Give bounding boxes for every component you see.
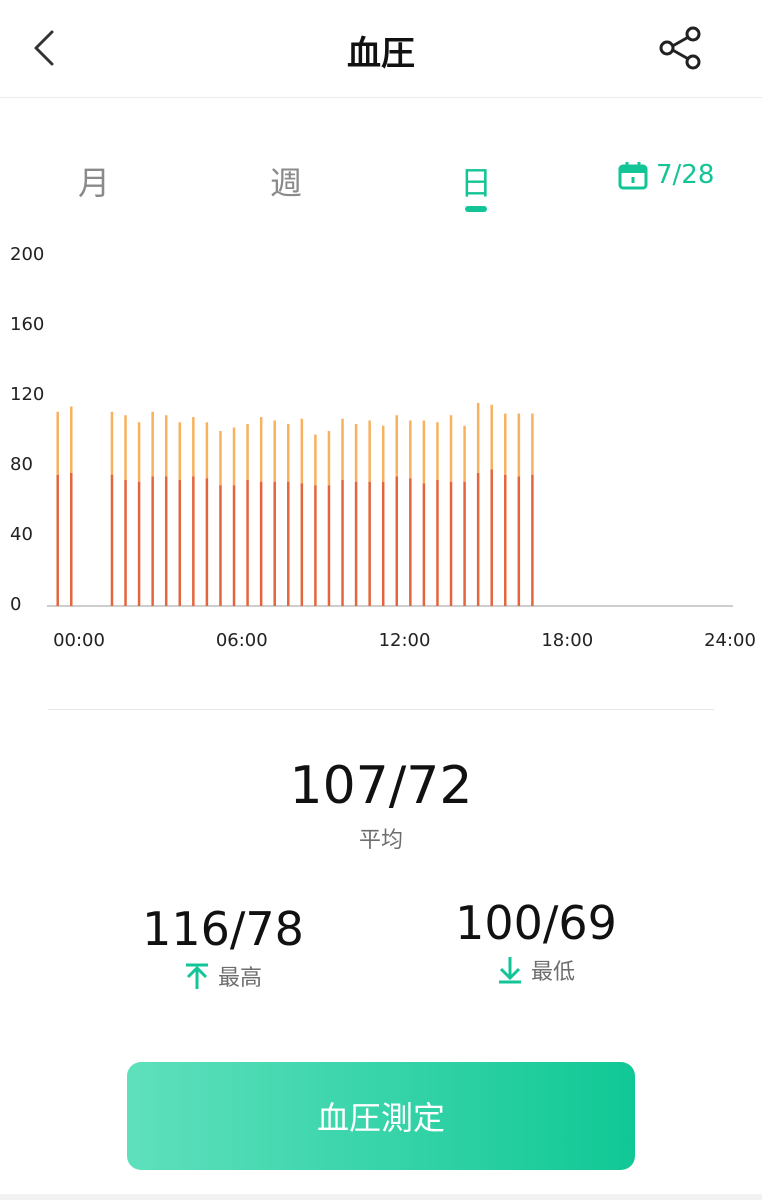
back-button[interactable] <box>22 24 66 72</box>
share-button[interactable] <box>652 22 708 74</box>
page-title: 血圧 <box>347 34 415 74</box>
max-label: 最高 <box>217 966 262 991</box>
calendar-icon <box>618 162 648 190</box>
y-tick-label: 160 <box>10 314 45 335</box>
max-stat: 116/78 最高 <box>73 902 373 992</box>
chevron-left-icon <box>34 30 54 66</box>
x-tick-label: 06:00 <box>215 630 268 651</box>
y-tick-label: 80 <box>10 454 33 475</box>
measure-blood-pressure-button[interactable]: 血圧測定 <box>127 1062 635 1170</box>
min-label: 最低 <box>530 960 575 985</box>
x-tick-label: 18:00 <box>541 630 594 651</box>
y-tick-label: 0 <box>10 594 22 615</box>
y-tick-label: 200 <box>10 244 45 265</box>
arrow-down-icon <box>498 957 521 984</box>
date-picker[interactable]: 7/28 <box>618 160 714 190</box>
x-tick-label: 24:00 <box>704 630 756 651</box>
bottom-bar <box>0 1194 762 1200</box>
x-tick-label: 12:00 <box>378 630 431 651</box>
max-value: 116/78 <box>142 902 304 956</box>
arrow-up-icon <box>185 963 208 989</box>
tab-week[interactable]: 週 <box>269 164 302 202</box>
average-value: 107/72 <box>289 756 473 816</box>
min-value: 100/69 <box>455 896 617 950</box>
chart-plot <box>47 403 733 607</box>
average-label: 平均 <box>358 828 403 853</box>
app-header: 血圧 <box>0 0 762 98</box>
period-tabs: 月 週 日 7/28 <box>0 150 762 220</box>
active-tab-indicator <box>465 206 487 212</box>
x-tick-label: 00:00 <box>53 630 105 651</box>
tab-day[interactable]: 日 <box>459 164 492 202</box>
y-tick-label: 120 <box>10 384 45 405</box>
selected-date: 7/28 <box>656 160 715 190</box>
blood-pressure-chart: 200 160 120 80 40 0 00:00 06:00 12:00 18:00 24:00 <box>0 236 762 666</box>
tab-month[interactable]: 月 <box>77 164 110 202</box>
y-tick-label: 40 <box>10 524 33 545</box>
section-divider <box>48 709 714 710</box>
min-stat: 100/69 最低 <box>386 896 686 986</box>
share-icon <box>659 26 701 70</box>
